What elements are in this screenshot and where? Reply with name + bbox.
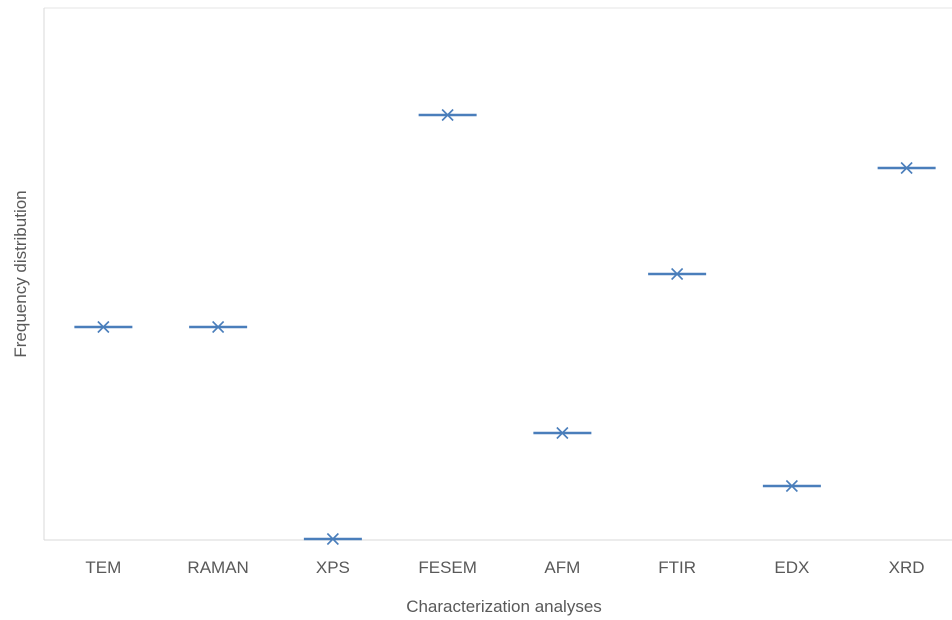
x-tick-label-edx: EDX [774,558,809,577]
data-point-fesem [418,108,477,122]
x-tick-label-xps: XPS [316,558,350,577]
x-tick-label-xrd: XRD [889,558,925,577]
data-point-xps [303,532,362,546]
data-point-tem [74,320,133,334]
x-tick-label-afm: AFM [544,558,580,577]
x-tick-label-raman: RAMAN [187,558,248,577]
data-point-ftir [648,267,707,281]
x-tick-labels: TEM RAMAN XPS FESEM AFM FTIR EDX XRD [85,558,924,577]
x-tick-label-fesem: FESEM [418,558,477,577]
data-point-raman [189,320,248,334]
x-tick-label-ftir: FTIR [658,558,696,577]
y-axis-title: Frequency distribution [11,190,30,357]
x-axis-title: Characterization analyses [406,597,602,616]
x-tick-label-tem: TEM [85,558,121,577]
data-point-xrd [877,161,936,175]
data-point-afm [533,426,592,440]
data-marks [74,108,936,546]
data-point-edx [762,479,821,493]
